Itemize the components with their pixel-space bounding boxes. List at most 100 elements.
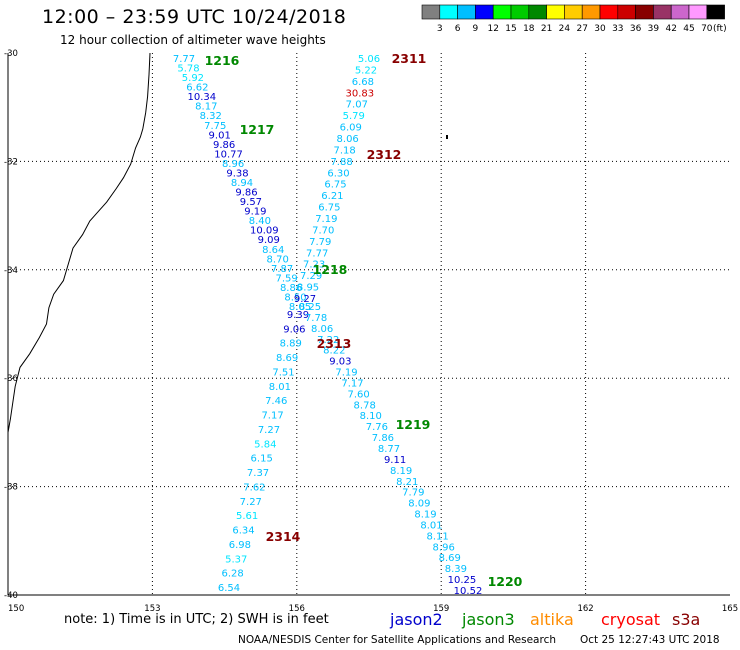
track-b-value: 7.70	[312, 225, 334, 236]
legend-swatch	[564, 4, 583, 20]
track-b-value: 8.39	[445, 564, 467, 575]
legend-swatch	[528, 4, 547, 20]
track-a-value: 8.69	[276, 353, 298, 364]
track-b-value: 5.06	[358, 54, 380, 65]
legend-swatch	[635, 4, 654, 20]
track-b-value: 8.11	[426, 531, 448, 542]
time-label-jason3: 1216	[205, 53, 240, 68]
track-a-value: 7.46	[265, 396, 287, 407]
track-b-value: 7.77	[306, 248, 328, 259]
legend-label: 33	[612, 24, 623, 34]
lon-label: 156	[289, 604, 305, 614]
track-b-value: 7.79	[309, 237, 331, 248]
time-label-s3a: 2312	[367, 147, 402, 162]
track-b-value: 8.69	[439, 553, 461, 564]
legend-swatch	[492, 4, 512, 20]
track-a-value: 8.89	[280, 339, 302, 350]
track-a-value: 10.09	[250, 226, 279, 237]
track-a-value: 7.59	[275, 273, 297, 284]
timestamp-text: Oct 25 12:27:43 UTC 2018	[580, 634, 720, 646]
track-b-value: 7.29	[300, 271, 322, 282]
legend-swatch	[581, 4, 601, 20]
track-a-value: 8.86	[280, 283, 302, 294]
track-a-value: 6.34	[232, 526, 254, 537]
track-a-value: 7.27	[240, 497, 262, 508]
track-a-value: 5.84	[254, 439, 276, 450]
track-a-value: 8.40	[249, 216, 271, 227]
legend-label: 18	[523, 24, 535, 34]
credit-text: NOAA/NESDIS Center for Satellite Applica…	[238, 634, 556, 646]
track-b-value: 8.10	[360, 411, 382, 422]
track-a-value: 9.39	[287, 310, 309, 321]
legend-swatch	[688, 4, 708, 20]
legend-swatch	[457, 4, 476, 20]
track-b-value: 7.23	[303, 260, 325, 271]
track-b-value: 10.52	[454, 586, 483, 597]
legend-swatch	[670, 4, 690, 20]
track-b-value: 9.27	[294, 294, 316, 305]
legend-swatch	[599, 4, 619, 20]
time-label-jason3: 1219	[396, 417, 431, 432]
track-a-value: 8.64	[262, 245, 284, 256]
legend-label: 30	[594, 24, 606, 34]
time-label-jason3: 1217	[240, 122, 275, 137]
legend-label: 21	[541, 24, 552, 34]
track-b-value: 7.78	[305, 313, 327, 324]
lat-label: -36	[4, 374, 18, 384]
track-b-value: 8.95	[297, 283, 319, 294]
legend-cryosat: cryosat	[601, 610, 661, 629]
legend-swatch	[706, 4, 725, 20]
track-b-value: 7.19	[315, 214, 337, 225]
footer-note: note: 1) Time is in UTC; 2) SWH is in fe…	[64, 612, 329, 627]
legend-label: 27	[576, 24, 587, 34]
track-b-value: 8.19	[390, 466, 412, 477]
track-a-value: 8.96	[222, 159, 244, 170]
legend-label: 6	[455, 24, 461, 34]
track-b-value: 7.88	[330, 157, 352, 168]
legend-label: 39	[648, 24, 660, 34]
track-a-value: 9.57	[240, 197, 262, 208]
legend-jason2: jason2	[390, 610, 443, 629]
track-b-value: 8.22	[323, 346, 345, 357]
track-a-value: 7.77	[173, 54, 195, 65]
legend-label: 42	[665, 24, 676, 34]
time-label-s3a: 2311	[392, 51, 427, 66]
track-b-value: 7.60	[347, 389, 369, 400]
legend-label: 24	[559, 24, 571, 34]
track-b-value: 7.76	[366, 422, 388, 433]
legend-s3a: s3a	[672, 610, 701, 629]
lon-label: 162	[577, 604, 593, 614]
track-a-value: 7.75	[204, 121, 226, 132]
track-a-value: 9.09	[258, 235, 280, 246]
track-b-value: 8.78	[354, 400, 376, 411]
legend-label: 45	[683, 24, 694, 34]
track-a-value: 5.92	[182, 73, 204, 84]
track-a-value: 5.61	[236, 511, 258, 522]
legend-swatch	[653, 4, 672, 20]
track-b-value: 7.17	[341, 378, 363, 389]
track-a-value: 9.86	[235, 188, 257, 199]
track-b-value: 6.68	[352, 77, 374, 88]
legend-label: 12	[487, 24, 498, 34]
time-label-jason3: 1218	[313, 262, 348, 277]
track-a-value: 8.94	[231, 178, 253, 189]
track-a-value: 8.32	[200, 111, 222, 122]
lat-label: -30	[4, 49, 18, 59]
track-a-value: 7.17	[261, 411, 283, 422]
legend-label: 15	[505, 24, 516, 34]
track-a-value: 8.70	[267, 254, 289, 265]
track-a-value: 8.17	[195, 102, 217, 113]
track-a-value: 6.62	[186, 83, 208, 94]
legend-swatch	[510, 4, 530, 20]
track-a-value: 9.86	[213, 140, 235, 151]
track-b-value: 5.22	[355, 65, 377, 76]
legend-swatch	[421, 4, 441, 20]
island-marker	[446, 135, 448, 139]
track-b-value: 8.19	[414, 510, 436, 521]
track-b-value: 9.03	[329, 357, 351, 368]
track-a-value: 8.50	[284, 292, 306, 303]
map-title: 12:00 – 23:59 UTC 10/24/2018	[42, 6, 347, 28]
time-label-jason3: 1220	[488, 574, 523, 589]
track-b-value: 7.19	[335, 368, 357, 379]
